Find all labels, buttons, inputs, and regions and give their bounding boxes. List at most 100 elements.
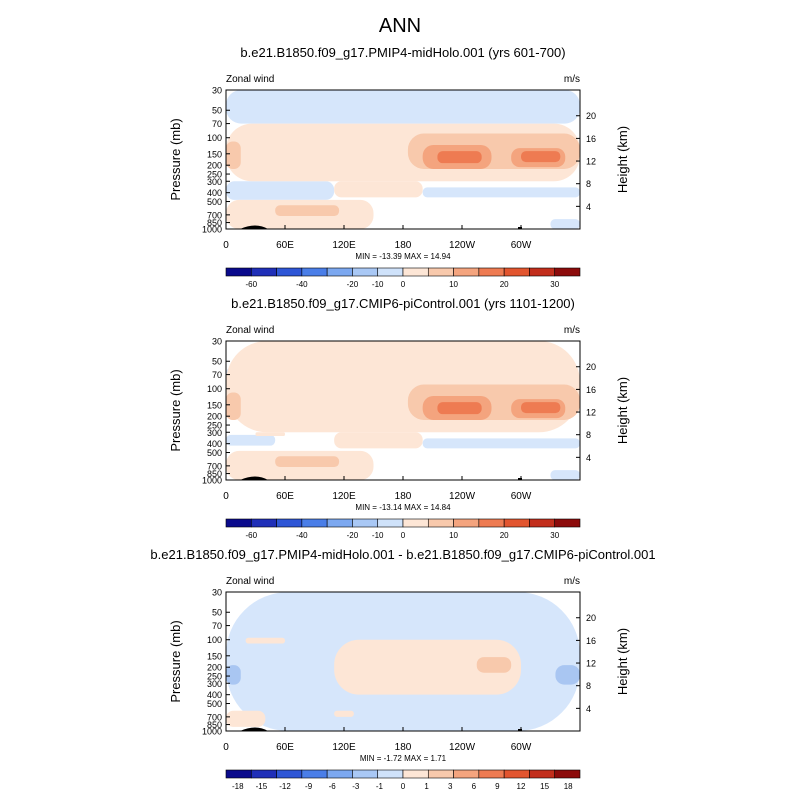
x-tick-label: 0 xyxy=(223,742,229,753)
y-tick-label: 850 xyxy=(207,218,222,228)
y-tick-label: 30 xyxy=(212,588,222,598)
colorbar-swatch xyxy=(503,769,530,779)
y-right-tick-label: 20 xyxy=(586,111,596,121)
contour-positive-5-0 xyxy=(437,402,482,415)
y-tick-label: 70 xyxy=(212,119,222,129)
colorbar-swatch xyxy=(427,518,454,528)
colorbar-label: -10 xyxy=(372,531,384,540)
y-axis-label: Pressure (mb) xyxy=(168,118,183,200)
contour-positive-3-2 xyxy=(275,456,340,467)
x-tick-label: 60W xyxy=(511,742,532,753)
x-tick-label: 180 xyxy=(395,742,412,753)
colorbar-swatch xyxy=(377,769,404,779)
colorbar-swatch xyxy=(250,518,277,528)
stats-label: MIN = -13.39 MAX = 14.94 xyxy=(355,252,451,261)
y-right-tick-label: 8 xyxy=(586,681,591,691)
colorbar-label: -40 xyxy=(296,280,308,289)
y-tick-label: 30 xyxy=(212,86,222,96)
panel-title: b.e21.B1850.f09_g17.CMIP6-piControl.001 … xyxy=(231,296,575,311)
colorbar-label: 9 xyxy=(495,782,500,791)
colorbar-swatch xyxy=(478,518,505,528)
colorbar-swatch xyxy=(377,518,404,528)
colorbar-label: 3 xyxy=(448,782,453,791)
y-tick-label: 30 xyxy=(212,337,222,347)
colorbar-label: -60 xyxy=(246,280,258,289)
figure-title: ANN xyxy=(379,15,421,37)
colorbar-label: -9 xyxy=(305,782,313,791)
colorbar-label: 15 xyxy=(540,782,549,791)
y-tick-label: 50 xyxy=(212,357,222,367)
y-tick-label: 700 xyxy=(207,461,222,471)
y-tick-label: 70 xyxy=(212,370,222,380)
colorbar-swatch xyxy=(301,267,328,277)
y-tick-label: 200 xyxy=(207,412,222,422)
contour-negative-0-4 xyxy=(550,470,580,480)
colorbar-swatch xyxy=(225,518,252,528)
contour-positive-3-0 xyxy=(226,392,241,420)
contour-positive-5-0 xyxy=(437,151,482,164)
colorbar-swatch xyxy=(402,518,429,528)
colorbar-swatch xyxy=(529,769,556,779)
contour-negative-0-4 xyxy=(550,219,580,229)
x-tick-label: 120W xyxy=(449,742,476,753)
colorbar-swatch xyxy=(276,518,303,528)
x-tick-label: 0 xyxy=(223,240,229,251)
x-tick-label: 120E xyxy=(332,742,356,753)
y-right-tick-label: 8 xyxy=(586,179,591,189)
x-tick-label: 180 xyxy=(395,491,412,502)
x-tick-label: 180 xyxy=(395,240,412,251)
colorbar-swatch xyxy=(352,769,379,779)
y-right-tick-label: 20 xyxy=(586,613,596,623)
field-shading xyxy=(226,341,580,480)
colorbar-label: 1 xyxy=(424,782,429,791)
x-tick-label: 60E xyxy=(276,491,294,502)
y-tick-label: 1000 xyxy=(202,476,222,486)
y-tick-label: 400 xyxy=(207,439,222,449)
colorbar-label: -60 xyxy=(246,531,258,540)
topography-shape xyxy=(518,478,522,480)
y-tick-label: 1000 xyxy=(202,225,222,235)
y-tick-label: 500 xyxy=(207,197,222,207)
colorbar-swatch xyxy=(427,267,454,277)
colorbar-swatch xyxy=(453,769,480,779)
contour-negative-0-0 xyxy=(226,90,580,124)
topography-shape xyxy=(518,227,522,229)
colorbar-swatch xyxy=(326,518,353,528)
contour-positive-3-0 xyxy=(226,141,241,169)
panel-variable-label: Zonal wind xyxy=(226,325,274,336)
y-right-tick-label: 20 xyxy=(586,362,596,372)
colorbar-label: -20 xyxy=(347,280,359,289)
colorbar-swatch xyxy=(554,518,581,528)
y-right-tick-label: 8 xyxy=(586,430,591,440)
panel-units-label: m/s xyxy=(564,74,580,85)
y-tick-label: 150 xyxy=(207,149,222,159)
colorbar-swatch xyxy=(276,267,303,277)
x-tick-label: 60W xyxy=(511,240,532,251)
panel-title: b.e21.B1850.f09_g17.PMIP4-midHolo.001 - … xyxy=(150,547,655,562)
y-tick-label: 850 xyxy=(207,469,222,479)
y-axis-right-label: Height (km) xyxy=(615,126,630,193)
y-axis-right-label: Height (km) xyxy=(615,377,630,444)
y-axis-label: Pressure (mb) xyxy=(168,369,183,451)
colorbar-swatch xyxy=(402,769,429,779)
colorbar-swatch xyxy=(554,769,581,779)
contour-positive-1-3 xyxy=(334,710,354,717)
colorbar-label: 6 xyxy=(472,782,477,791)
colorbar-swatch xyxy=(352,267,379,277)
colorbar-swatch xyxy=(250,267,277,277)
y-right-tick-label: 12 xyxy=(586,659,596,669)
colorbar-label: -1 xyxy=(376,782,384,791)
colorbar-swatch xyxy=(250,769,277,779)
colorbar-label: -6 xyxy=(329,782,337,791)
colorbar-swatch xyxy=(503,518,530,528)
colorbar-label: 10 xyxy=(449,280,458,289)
colorbar-label: -40 xyxy=(296,531,308,540)
colorbar-swatch xyxy=(225,769,252,779)
topography-shape xyxy=(240,476,268,480)
x-tick-label: 120W xyxy=(449,240,476,251)
colorbar-swatch xyxy=(529,518,556,528)
colorbar-label: -20 xyxy=(347,531,359,540)
contour-positive-5-1 xyxy=(521,151,561,163)
panel-2: b.e21.B1850.f09_g17.CMIP6-piControl.001 … xyxy=(168,296,630,540)
contour-negative-3-1 xyxy=(555,665,580,685)
